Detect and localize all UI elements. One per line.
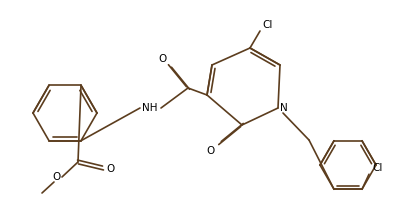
Text: NH: NH	[142, 103, 158, 113]
Text: O: O	[107, 164, 115, 174]
Text: O: O	[159, 54, 167, 64]
Text: Cl: Cl	[373, 163, 383, 173]
Text: Cl: Cl	[263, 20, 273, 30]
Text: O: O	[207, 146, 215, 156]
Text: O: O	[53, 172, 61, 182]
Text: N: N	[280, 103, 288, 113]
